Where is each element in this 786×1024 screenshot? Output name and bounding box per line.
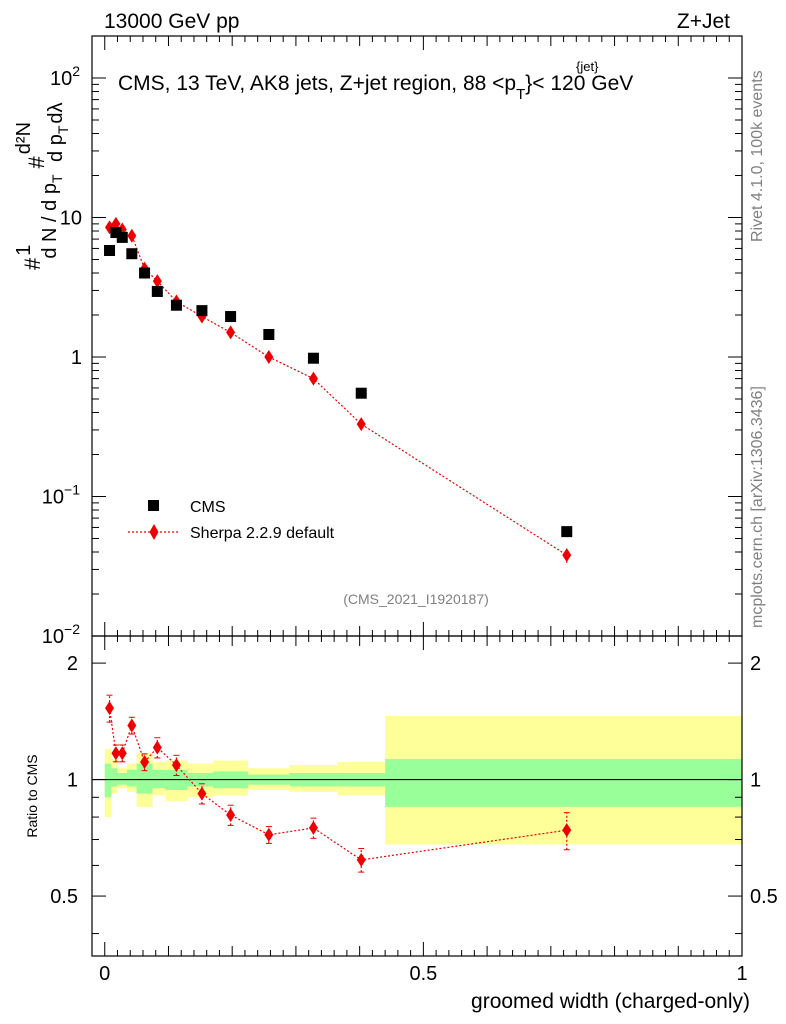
plot-title-superscript: {jet} xyxy=(576,59,599,74)
sherpa-point xyxy=(308,371,318,386)
y-tick-label-exponent: 2 xyxy=(72,63,80,79)
main-panel-series xyxy=(104,216,573,563)
ratio-sherpa-point xyxy=(197,786,207,801)
y-tick-label-exponent: −1 xyxy=(64,481,80,497)
ratio-panel-axes: 0.5 0.5 1 1 2 2 0 0.5 1 xyxy=(50,636,778,985)
ratio-sherpa-point xyxy=(264,827,274,842)
legend-sherpa-marker xyxy=(149,524,159,540)
sherpa-point xyxy=(562,548,572,563)
legend-cms-label: CMS xyxy=(190,499,226,516)
plot-title-tail: }< 120 GeV xyxy=(525,72,633,95)
ratio-panel-series xyxy=(105,694,572,873)
y-tick-label-base: 1 xyxy=(71,347,82,369)
ratio-y-tick-label-right: 2 xyxy=(750,653,761,675)
ratio-sherpa-point xyxy=(140,755,150,770)
x-tick-label: 1 xyxy=(736,963,747,985)
header-right: Z+Jet xyxy=(677,10,730,33)
main-y-axis-label-text: #1 d N / d pT#d²N d pTdλ xyxy=(13,102,71,270)
uncertainty-band-inner xyxy=(117,772,128,785)
ratio-y-tick-label-left: 1 xyxy=(67,770,78,792)
ratio-sherpa-point xyxy=(308,820,318,835)
ratio-sherpa-point xyxy=(111,746,121,761)
sherpa-point xyxy=(356,417,366,432)
main-y-axis-label: #1 d N / d pT#d²N d pTdλ xyxy=(13,102,71,270)
cms-point xyxy=(307,352,319,364)
ratio-y-tick-label-right: 0.5 xyxy=(750,886,778,908)
cms-point xyxy=(355,387,367,399)
y-tick-label-base: 10 xyxy=(60,207,82,229)
cms-point xyxy=(263,328,275,340)
y-tick-label-base: 10 xyxy=(50,68,72,90)
uncertainty-band-inner xyxy=(127,769,137,787)
plot-title: CMS, 13 TeV, AK8 jets, Z+jet region, 88 … xyxy=(118,72,633,103)
sherpa-point xyxy=(264,349,274,364)
sherpa-line xyxy=(109,223,568,556)
uncertainty-band-inner xyxy=(104,763,112,798)
y-tick-label-exponent: −2 xyxy=(64,621,80,637)
sherpa-point xyxy=(127,228,137,243)
analysis-id: (CMS_2021_I1920187) xyxy=(343,591,489,607)
y-tick-label: 10−2 xyxy=(42,621,80,648)
y-tick-label: 10 xyxy=(60,207,82,229)
cms-point xyxy=(110,227,122,239)
y-tick-label-base: 10 xyxy=(42,626,64,648)
cms-point xyxy=(104,244,116,256)
plot-title-main: CMS, 13 TeV, AK8 jets, Z+jet region, 88 … xyxy=(118,72,516,95)
uncertainty-band-inner xyxy=(136,763,153,794)
uncertainty-band-inner xyxy=(111,768,118,787)
x-tick-label: 0.5 xyxy=(409,963,437,985)
ratio-sherpa-point xyxy=(356,852,366,867)
x-tick-label: 0 xyxy=(99,963,110,985)
sherpa-point xyxy=(226,325,236,340)
cms-point xyxy=(561,526,573,538)
ratio-panel-frame xyxy=(91,635,743,957)
y-tick-label: 102 xyxy=(50,63,80,90)
rivet-version-label: Rivet 4.1.0, 100k events xyxy=(749,70,766,242)
ratio-sherpa-point xyxy=(226,807,236,822)
cms-point xyxy=(196,305,208,317)
legend-cms-marker xyxy=(148,500,159,511)
ratio-sherpa-point xyxy=(562,823,572,838)
uncertainty-band-inner xyxy=(385,759,742,807)
cms-point xyxy=(116,231,128,243)
ratio-y-tick-label-left: 2 xyxy=(67,653,78,675)
ratio-sherpa-point xyxy=(152,740,162,755)
sherpa-point xyxy=(152,274,162,289)
ratio-sherpa-point xyxy=(127,718,137,733)
y-tick-label: 10−1 xyxy=(42,481,80,508)
y-tick-label-base: 10 xyxy=(42,486,64,508)
cms-point xyxy=(139,267,151,279)
ratio-y-tick-label-left: 0.5 xyxy=(50,886,78,908)
main-panel-frame xyxy=(91,35,743,637)
ratio-sherpa-point xyxy=(105,701,115,716)
cms-point xyxy=(126,248,138,260)
cms-point xyxy=(225,311,237,323)
x-axis-label: groomed width (charged-only) xyxy=(471,990,750,1013)
ratio-y-tick-label-right: 1 xyxy=(750,770,761,792)
legend: CMS Sherpa 2.2.9 default xyxy=(128,499,335,542)
cms-point xyxy=(170,299,182,311)
plot-title-subscript: T xyxy=(516,86,525,103)
mcplots-label: mcplots.cern.ch [arXiv:1306.3436] xyxy=(749,386,766,628)
ratio-panel-bands xyxy=(92,715,742,845)
y-tick-label: 1 xyxy=(71,347,82,369)
header-left: 13000 GeV pp xyxy=(104,10,239,33)
legend-sherpa-label: Sherpa 2.2.9 default xyxy=(190,525,335,542)
ratio-y-axis-label: Ratio to CMS xyxy=(24,754,40,837)
ratio-sherpa-point xyxy=(171,758,181,773)
ratio-sherpa-point xyxy=(117,746,127,761)
cms-point xyxy=(151,285,163,297)
